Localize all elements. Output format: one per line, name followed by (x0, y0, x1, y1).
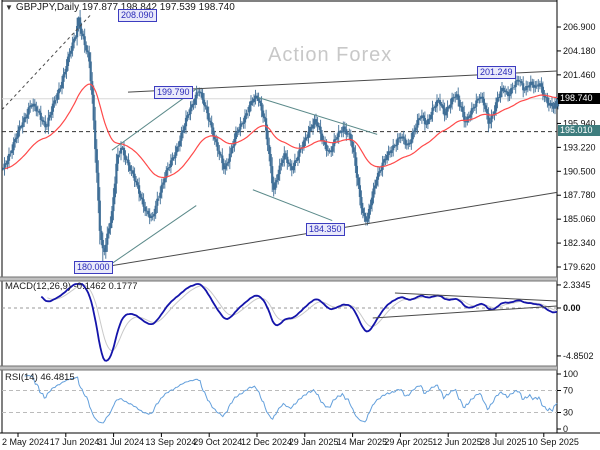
svg-text:179.620: 179.620 (563, 262, 596, 272)
svg-text:10 Sep 2025: 10 Sep 2025 (528, 437, 579, 447)
svg-text:195.940: 195.940 (563, 118, 596, 128)
svg-text:193.220: 193.220 (563, 142, 596, 152)
price-label-201249[interactable]: 201.249 (477, 66, 516, 79)
svg-text:2 May 2024: 2 May 2024 (2, 437, 49, 447)
svg-text:206.900: 206.900 (563, 22, 596, 32)
svg-text:0.00: 0.00 (563, 303, 581, 313)
svg-text:2.3345: 2.3345 (563, 280, 591, 290)
rsi-pane-label: RSI(14) 46.4815 (5, 372, 75, 383)
svg-text:182.340: 182.340 (563, 238, 596, 248)
support-level-axis-box: 195.010 (558, 125, 600, 136)
svg-text:29 Jan 2025: 29 Jan 2025 (289, 437, 339, 447)
svg-text:28 Jul 2025: 28 Jul 2025 (480, 437, 527, 447)
svg-text:29 Oct 2024: 29 Oct 2024 (193, 437, 242, 447)
svg-text:30: 30 (563, 408, 573, 418)
svg-text:13 Sep 2024: 13 Sep 2024 (145, 437, 196, 447)
svg-text:29 Apr 2025: 29 Apr 2025 (384, 437, 433, 447)
svg-text:-4.8502: -4.8502 (563, 351, 594, 361)
svg-text:17 Jun 2024: 17 Jun 2024 (50, 437, 100, 447)
svg-text:100: 100 (563, 369, 578, 379)
svg-text:190.500: 190.500 (563, 166, 596, 176)
svg-text:14 Mar 2025: 14 Mar 2025 (337, 437, 388, 447)
svg-text:31 Jul 2024: 31 Jul 2024 (98, 437, 145, 447)
current-price-axis-box: 198.740 (558, 93, 600, 104)
price-label-180000[interactable]: 180.000 (74, 261, 113, 274)
svg-text:185.060: 185.060 (563, 214, 596, 224)
svg-text:201.460: 201.460 (563, 70, 596, 80)
price-label-199790[interactable]: 199.790 (154, 86, 193, 99)
watermark: Action Forex (268, 44, 393, 66)
svg-text:70: 70 (563, 386, 573, 396)
price-label-208090[interactable]: 208.090 (118, 9, 157, 22)
svg-text:187.780: 187.780 (563, 190, 596, 200)
price-label-184350[interactable]: 184.350 (306, 223, 345, 236)
svg-text:204.180: 204.180 (563, 46, 596, 56)
svg-text:0: 0 (563, 424, 568, 434)
svg-text:12 Jun 2025: 12 Jun 2025 (432, 437, 482, 447)
chart-title: ▼ GBPJPY,Daily 197.877 198.842 197.539 19… (5, 2, 235, 13)
macd-pane-label: MACD(12,26,9) -0.1462 0.1777 (5, 281, 138, 292)
symbol-dropdown-icon[interactable]: ▼ (5, 3, 13, 12)
svg-text:12 Dec 2024: 12 Dec 2024 (241, 437, 292, 447)
chart-title-text: GBPJPY,Daily 197.877 198.842 197.539 198… (15, 2, 235, 13)
